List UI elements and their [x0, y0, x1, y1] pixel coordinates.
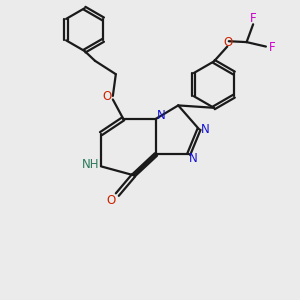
Text: O: O: [107, 194, 116, 207]
Text: N: N: [201, 123, 210, 136]
Text: N: N: [157, 109, 165, 122]
Text: O: O: [102, 90, 112, 103]
Text: F: F: [250, 12, 257, 25]
Text: N: N: [189, 152, 197, 165]
Text: O: O: [224, 36, 233, 49]
Text: NH: NH: [82, 158, 99, 171]
Text: F: F: [268, 41, 275, 54]
